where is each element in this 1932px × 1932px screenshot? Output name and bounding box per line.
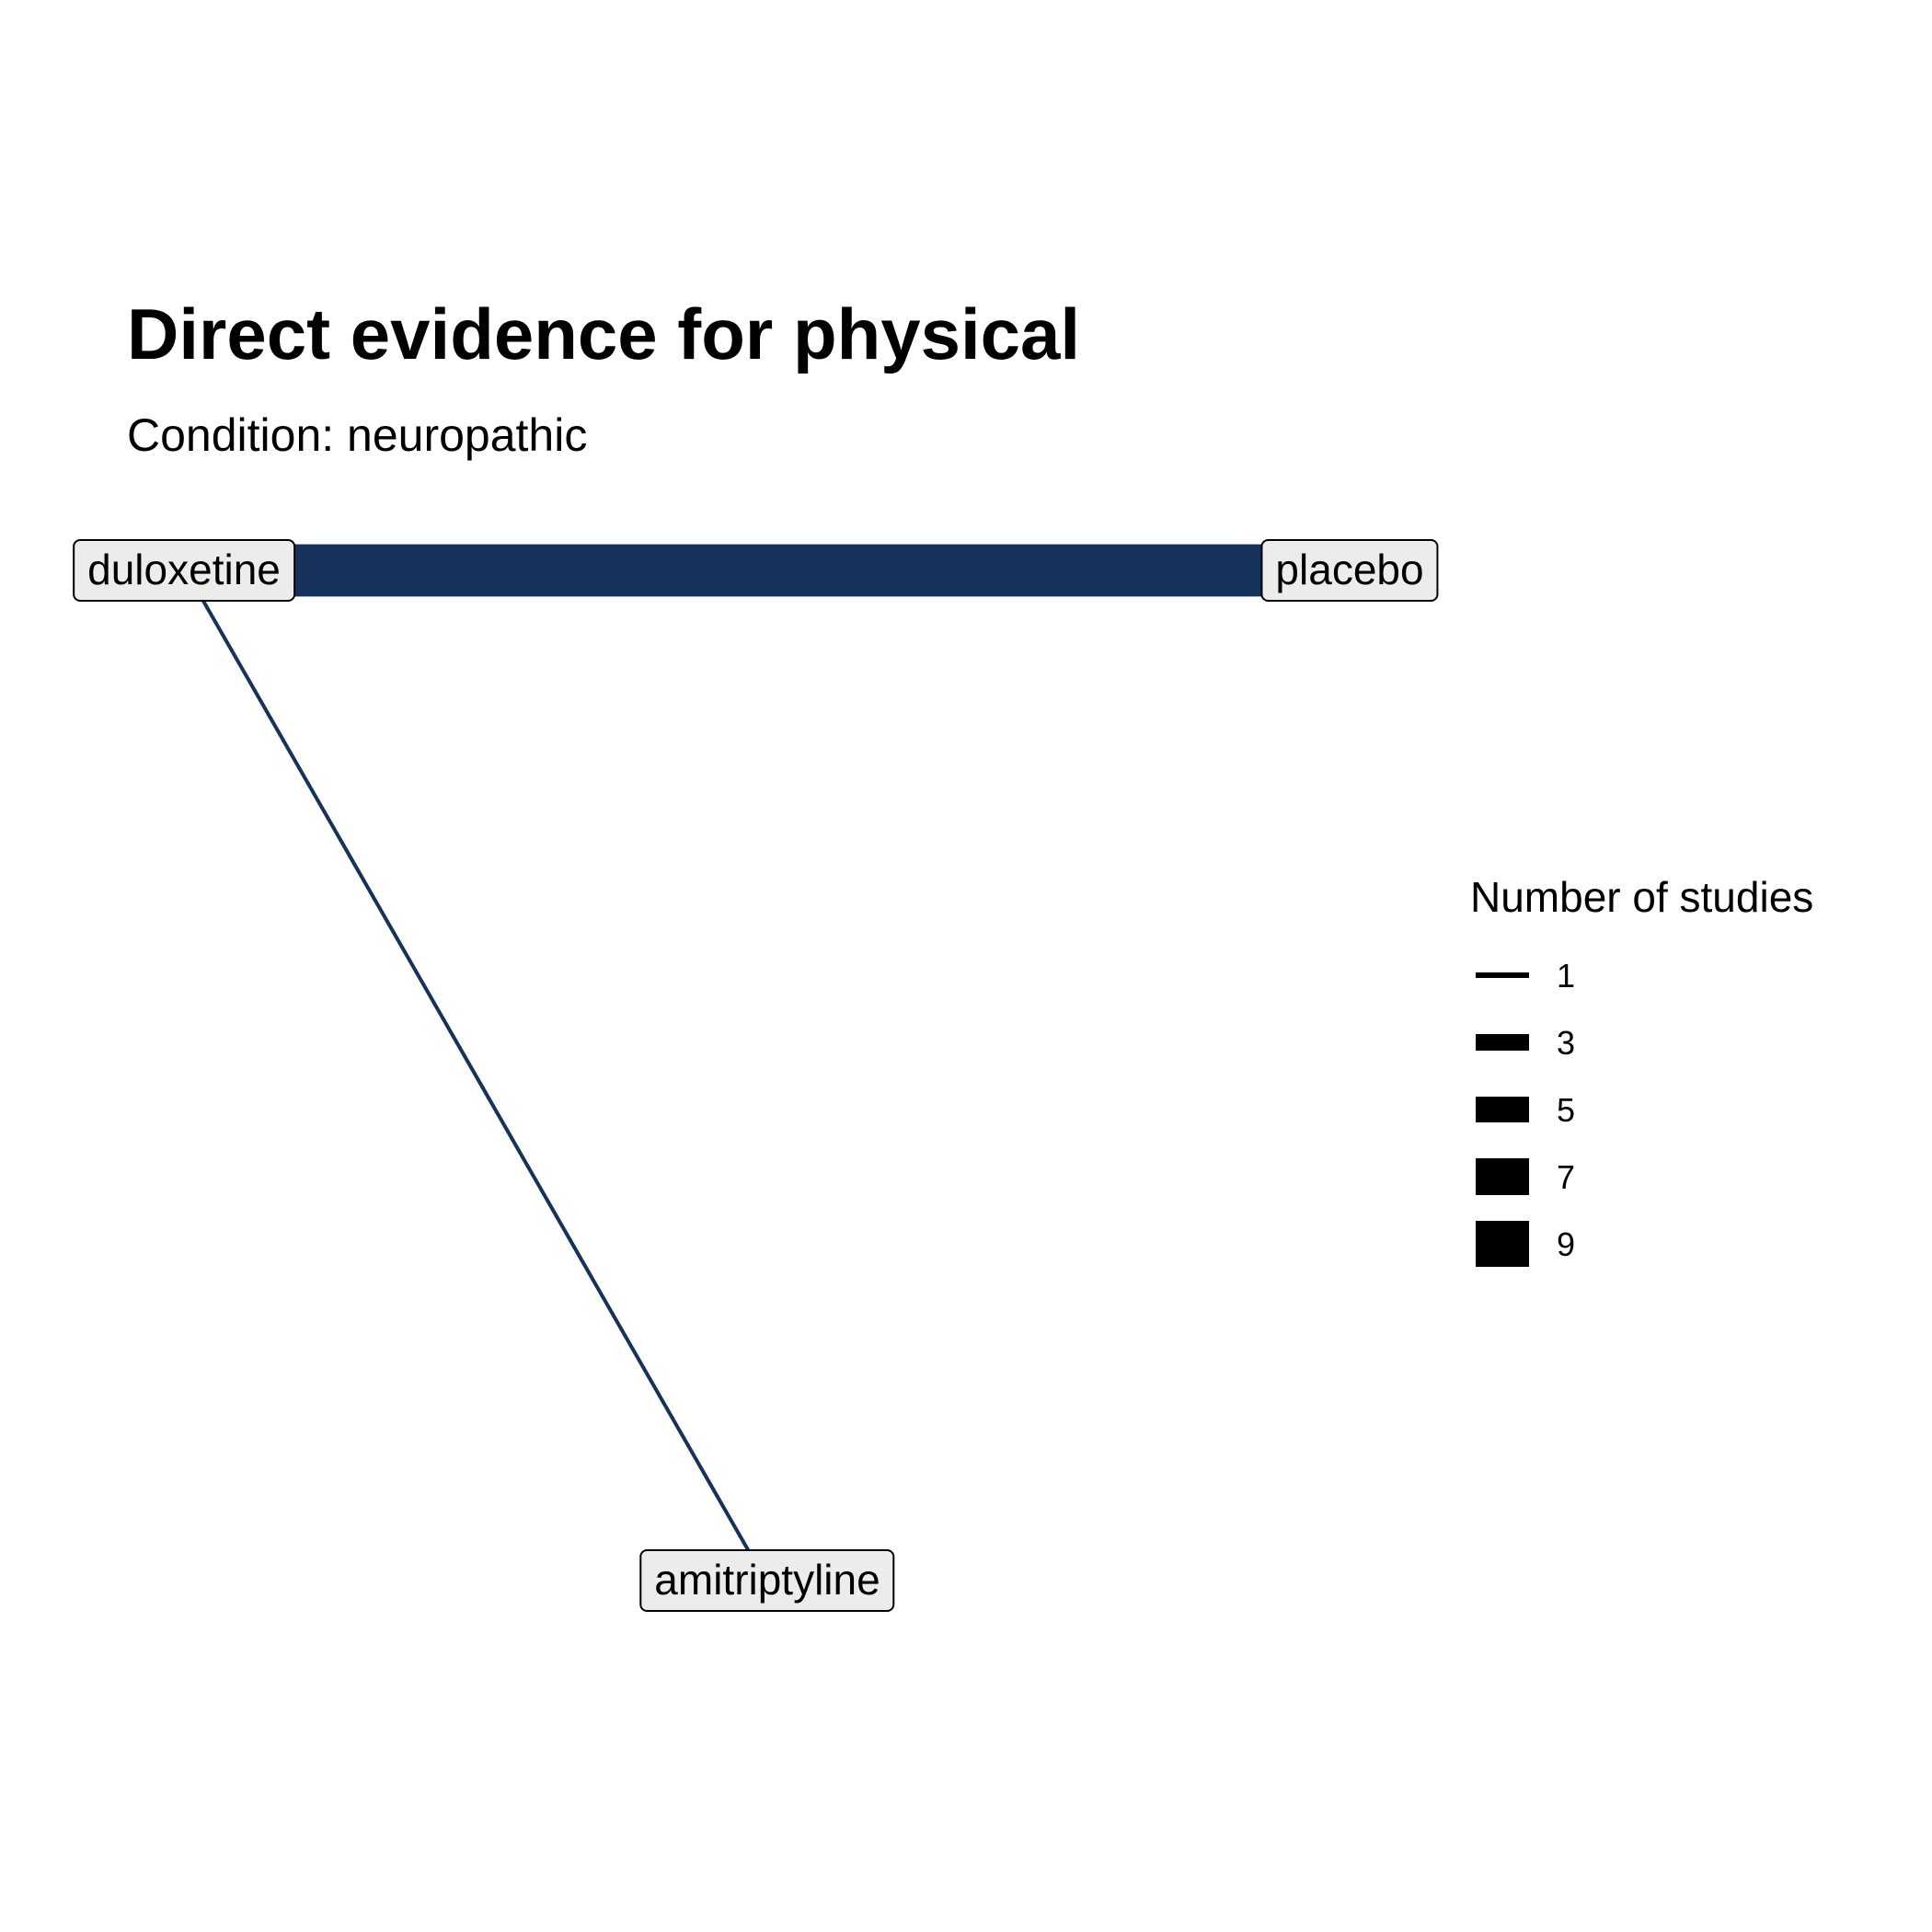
legend-key	[1476, 1220, 1529, 1268]
node-duloxetine: duloxetine	[73, 539, 295, 602]
legend-key	[1476, 1034, 1529, 1051]
chart-subtitle: Condition: neuropathic	[127, 409, 588, 461]
legend-item: 3	[1470, 1009, 1813, 1076]
legend-items: 1 3 5 7 9	[1470, 942, 1813, 1278]
legend-label: 1	[1557, 956, 1576, 995]
network-edges	[184, 544, 1350, 1554]
legend-title: Number of studies	[1470, 873, 1814, 921]
node-placebo: placebo	[1260, 539, 1439, 602]
legend-label: 3	[1557, 1023, 1576, 1062]
legend-key	[1476, 972, 1529, 978]
legend: Number of studies 1 3 5 7 9	[1470, 872, 1813, 1278]
legend-item: 5	[1470, 1076, 1813, 1144]
legend-item: 1	[1470, 942, 1813, 1009]
legend-key	[1476, 1096, 1529, 1123]
edge-duloxetine-amitriptyline	[199, 595, 752, 1554]
legend-item: 7	[1470, 1144, 1813, 1211]
legend-key	[1476, 1158, 1529, 1195]
legend-label: 7	[1557, 1157, 1576, 1196]
chart-title: Direct evidence for physical	[127, 293, 1081, 374]
legend-item: 9	[1470, 1211, 1813, 1278]
node-amitriptyline: amitriptyline	[639, 1549, 895, 1612]
legend-label: 9	[1557, 1225, 1576, 1263]
legend-label: 5	[1557, 1090, 1576, 1129]
